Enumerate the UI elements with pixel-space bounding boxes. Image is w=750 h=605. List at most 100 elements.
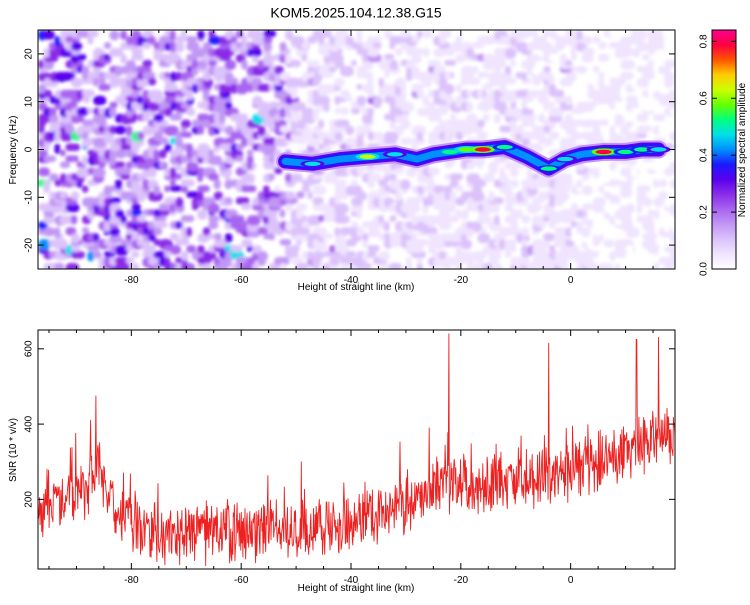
colorbar-label: Normalized spectral amplitude — [737, 82, 748, 217]
heatmap-cell — [142, 89, 150, 100]
heatmap-cell — [592, 125, 601, 137]
colorbar-ticks: 0.0 0.2 0.4 0.6 0.8 — [699, 34, 736, 276]
heatmap-cell — [504, 191, 515, 200]
heatmap-cell — [54, 263, 65, 269]
heatmap-cell — [169, 179, 176, 187]
heatmap-cell — [515, 209, 524, 219]
heatmap-cell — [400, 119, 411, 130]
heatmap-cell — [455, 35, 463, 43]
heatmap-cell — [213, 239, 228, 248]
heatmap-cell — [131, 113, 138, 122]
heatmap-cell — [570, 203, 579, 213]
heatmap-cell — [521, 137, 531, 147]
heatmap-cell — [290, 101, 306, 112]
heatmap-cell — [493, 113, 501, 124]
heatmap-cell — [603, 239, 615, 248]
heatmap-cell — [625, 251, 636, 262]
heatmap-cell — [581, 47, 595, 56]
heatmap-cell — [570, 47, 577, 56]
heatmap-cell — [241, 185, 257, 193]
heatmap-cell — [70, 77, 83, 88]
heatmap-cell — [329, 245, 337, 253]
heatmap-cell — [136, 221, 150, 229]
heatmap-cell — [543, 65, 551, 73]
heatmap-cell — [136, 215, 147, 223]
heatmap-cell — [268, 101, 281, 109]
heatmap-cell — [197, 245, 205, 254]
heatmap-cell — [76, 113, 85, 123]
heatmap-cell — [98, 125, 105, 133]
heatmap-cell — [570, 65, 577, 73]
heatmap-cell — [279, 53, 287, 64]
heatmap-cell — [235, 155, 244, 162]
heatmap-cell — [345, 257, 353, 264]
heatmap-cell — [625, 179, 633, 186]
heatmap-cell — [48, 239, 56, 248]
heatmap-cell — [653, 113, 666, 122]
heatmap-cell — [351, 107, 361, 115]
heatmap-cell — [208, 215, 220, 222]
heatmap-cell — [653, 59, 664, 68]
heatmap-cell — [389, 35, 403, 45]
heatmap-cell — [411, 215, 418, 226]
heatmap-cell — [120, 89, 135, 98]
heatmap-cell — [548, 53, 563, 62]
heatmap-cell — [290, 173, 303, 183]
heatmap-cell — [164, 125, 179, 136]
heatmap-cell — [92, 65, 102, 74]
heatmap-cell — [103, 221, 111, 232]
heatmap-cell — [125, 245, 134, 252]
heatmap-cell — [197, 125, 204, 135]
heatmap-cell — [246, 41, 255, 49]
heatmap-cell — [422, 197, 435, 206]
heatmap-cell — [301, 107, 315, 117]
heatmap-cell — [279, 263, 287, 269]
heatmap-cell — [389, 263, 402, 269]
heatmap-cell — [263, 215, 269, 225]
heatmap-cell — [576, 221, 583, 230]
heatmap-cell — [543, 239, 550, 248]
heatmap-cell — [125, 125, 133, 136]
heatmap-cell — [664, 125, 675, 133]
heatmap-cell — [372, 35, 382, 43]
heatmap-cell — [620, 59, 636, 70]
heatmap-cell — [169, 203, 176, 213]
heatmap-cell — [488, 191, 495, 202]
heatmap-cell — [636, 41, 649, 52]
heatmap-cell — [285, 191, 296, 200]
heatmap-cell — [257, 251, 269, 262]
spectrogram-ticks: -80 -60 -40 -20 0 -20 -10 0 10 20 — [24, 30, 675, 286]
heatmap-cell — [559, 185, 571, 192]
heatmap-cell — [389, 203, 396, 213]
heatmap-cell — [631, 167, 638, 178]
heatmap-cell — [438, 65, 446, 74]
heatmap-cell — [197, 101, 204, 109]
heatmap-cell — [120, 239, 132, 246]
heatmap-cell — [526, 53, 535, 63]
heatmap-cell — [383, 233, 392, 240]
heatmap-cell — [279, 209, 286, 218]
heatmap-cell — [598, 119, 609, 126]
heatmap-cell — [510, 167, 519, 178]
heatmap-cell — [274, 83, 284, 92]
snr-panel: -80 -60 -40 -20 0 200 400 600 Height of straigh… — [8, 329, 676, 594]
heatmap-cell — [658, 65, 665, 75]
heatmap-cell — [653, 245, 659, 256]
heatmap-cell — [367, 89, 375, 98]
heatmap-cell — [312, 197, 324, 205]
heatmap-cell — [636, 65, 650, 73]
heatmap-cell — [334, 239, 346, 246]
heatmap-cell — [213, 179, 221, 190]
heatmap-cell — [180, 185, 189, 193]
heatmap-cell — [422, 227, 438, 235]
heatmap-cell — [147, 101, 160, 112]
heatmap-cell — [131, 53, 144, 61]
heatmap-cell — [658, 227, 674, 238]
heatmap-cell — [510, 59, 516, 67]
heatmap-cell — [587, 137, 594, 145]
heatmap-cell — [411, 233, 418, 244]
heatmap-cell — [87, 209, 95, 220]
heatmap-cell — [169, 30, 176, 41]
heatmap-cell — [191, 59, 199, 69]
heatmap-cell — [120, 143, 132, 151]
